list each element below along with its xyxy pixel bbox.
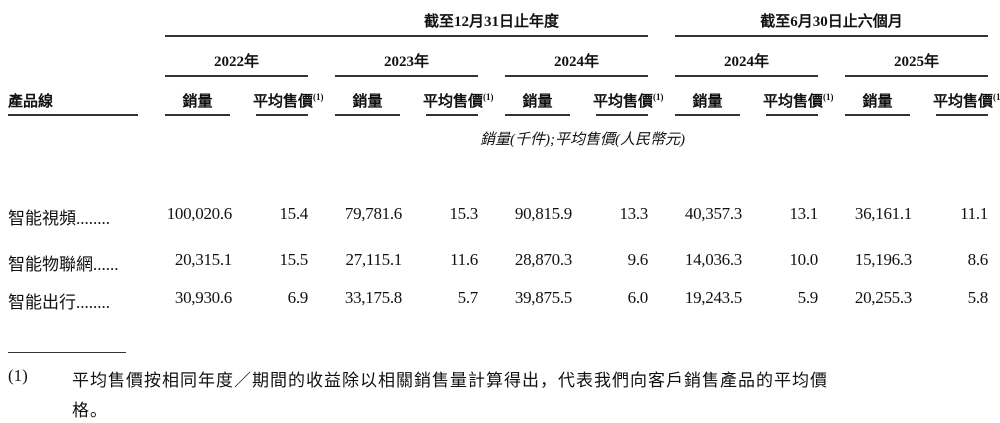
asp-cell: 10.0 [789, 250, 818, 269]
volume-cell: 15,196.3 [854, 250, 912, 269]
volume-cell: 79,781.6 [344, 204, 402, 223]
asp-header: 平均售價(1) [253, 92, 324, 110]
row-label: 智能物聯網...... [8, 255, 119, 274]
asp-cell: 6.9 [287, 288, 309, 307]
volume-cell: 28,870.3 [514, 250, 572, 269]
volume-cell: 33,175.8 [344, 288, 402, 307]
asp-cell: 13.3 [619, 204, 648, 223]
volume-cell: 20,255.3 [854, 288, 912, 307]
divider [505, 114, 570, 116]
divider [845, 114, 910, 116]
volume-cell: 20,315.1 [174, 250, 232, 269]
divider [936, 114, 988, 116]
unit-note: 銷量(千件);平均售價(人民幣元) [480, 132, 685, 148]
row-label: 智能視頻........ [8, 209, 110, 228]
asp-cell: 5.9 [797, 288, 819, 307]
volume-cell: 39,875.5 [514, 288, 572, 307]
footnote-divider [8, 352, 126, 353]
row-label: 智能出行........ [8, 293, 110, 312]
asp-cell: 5.8 [967, 288, 989, 307]
year-header: 2024年 [723, 54, 769, 70]
year-header: 2023年 [383, 54, 429, 70]
divider [505, 75, 648, 77]
divider [766, 114, 818, 116]
volume-cell: 40,357.3 [684, 204, 742, 223]
divider [8, 114, 138, 116]
year-header: 2024年 [553, 54, 599, 70]
divider [165, 114, 230, 116]
asp-cell: 6.0 [627, 288, 649, 307]
volume-header: 銷量 [182, 94, 213, 110]
divider [335, 114, 400, 116]
volume-cell: 19,243.5 [684, 288, 742, 307]
divider [335, 75, 478, 77]
divider [675, 114, 740, 116]
asp-cell: 8.6 [967, 250, 989, 269]
divider [675, 75, 818, 77]
asp-cell: 11.1 [960, 204, 988, 223]
asp-cell: 15.3 [449, 204, 478, 223]
footnote-marker: (1) [8, 366, 28, 385]
asp-header: 平均售價(1) [423, 92, 494, 110]
divider [426, 114, 478, 116]
footnote-text: 平均售價按相同年度／期間的收益除以相關銷售量計算得出，代表我們向客戶銷售產品的平… [72, 371, 828, 390]
asp-cell: 9.6 [627, 250, 649, 269]
asp-cell: 15.5 [279, 250, 308, 269]
year-header: 2022年 [213, 54, 259, 70]
volume-header: 銷量 [352, 94, 383, 110]
divider [845, 75, 988, 77]
volume-cell: 90,815.9 [514, 204, 572, 223]
asp-header: 平均售價(1) [933, 92, 1000, 110]
volume-header: 銷量 [522, 94, 553, 110]
volume-header: 銷量 [692, 94, 723, 110]
volume-cell: 36,161.1 [854, 204, 912, 223]
asp-header: 平均售價(1) [763, 92, 834, 110]
volume-cell: 14,036.3 [684, 250, 742, 269]
volume-cell: 27,115.1 [345, 250, 403, 269]
group-header-annual: 截至12月31日止年度 [423, 14, 559, 30]
product-line-header: 產品線 [8, 94, 54, 110]
asp-header: 平均售價(1) [593, 92, 664, 110]
divider [596, 114, 648, 116]
volume-header: 銷量 [862, 94, 893, 110]
divider [165, 35, 648, 37]
divider [165, 75, 308, 77]
group-header-interim: 截至6月30日止六個月 [760, 14, 903, 30]
asp-cell: 15.4 [279, 204, 308, 223]
asp-cell: 13.1 [789, 204, 818, 223]
volume-cell: 30,930.6 [174, 288, 232, 307]
asp-cell: 5.7 [457, 288, 479, 307]
year-header: 2025年 [893, 54, 939, 70]
divider [675, 35, 988, 37]
asp-cell: 11.6 [450, 250, 478, 269]
divider [256, 114, 308, 116]
volume-cell: 100,020.6 [166, 204, 233, 223]
footnote-text-cont: 格。 [72, 401, 108, 420]
